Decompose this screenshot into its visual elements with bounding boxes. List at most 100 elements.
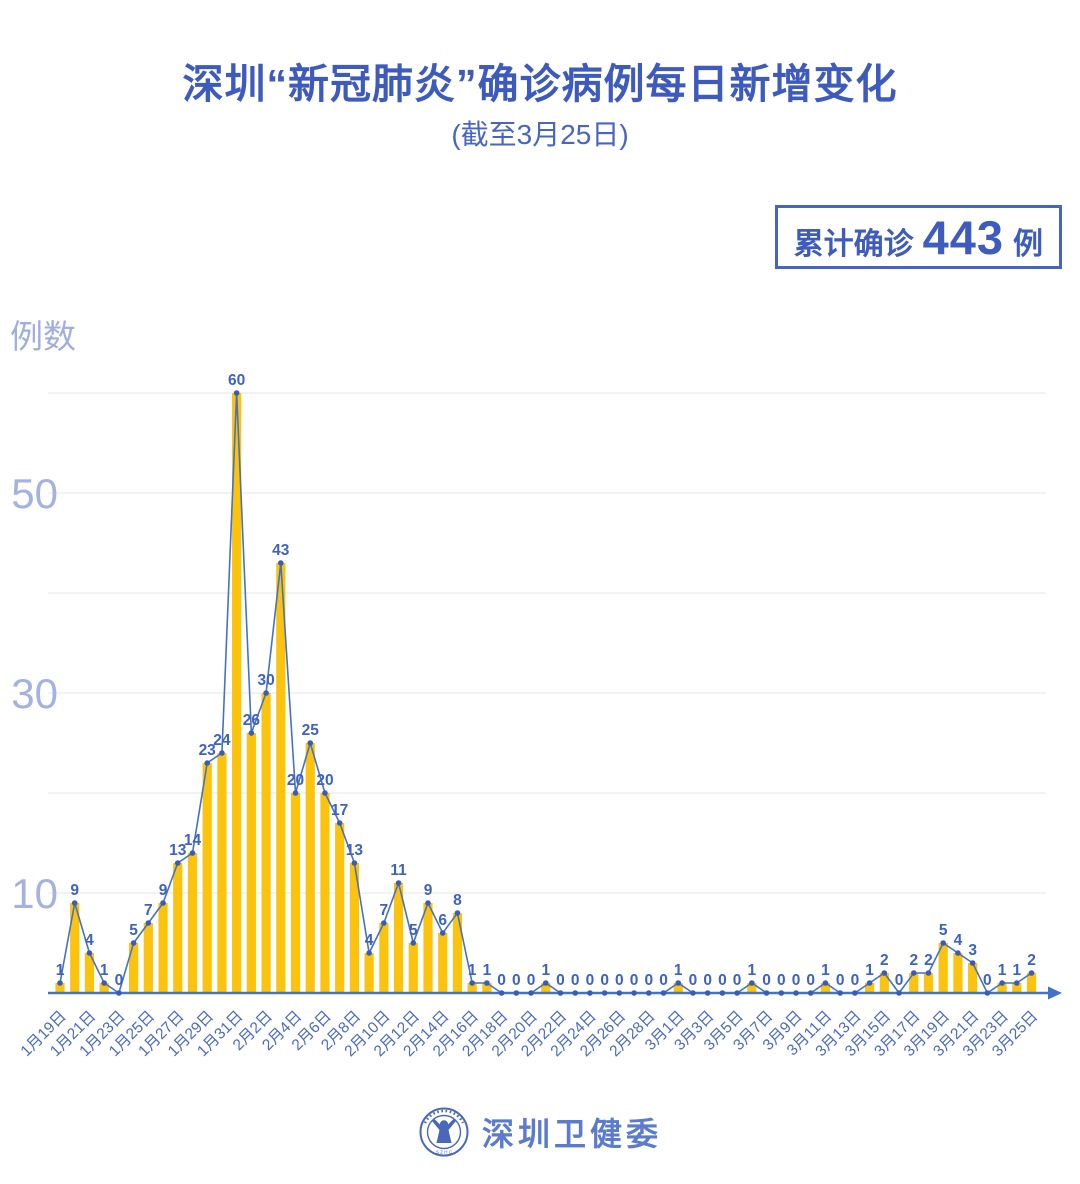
- bar: [673, 983, 683, 993]
- data-point: [557, 990, 564, 996]
- data-point: [704, 990, 711, 996]
- bar: [393, 883, 404, 993]
- data-point: [542, 980, 549, 986]
- data-value-label: 11: [390, 862, 407, 879]
- data-point: [145, 920, 152, 926]
- badge-prefix-label: 累计确诊: [793, 228, 914, 261]
- data-point: [955, 950, 961, 956]
- data-value-label: 17: [331, 802, 348, 819]
- data-point: [484, 980, 490, 986]
- data-value-label: 9: [159, 882, 168, 899]
- data-point: [940, 940, 946, 946]
- data-point: [572, 990, 578, 996]
- data-point: [646, 990, 652, 996]
- data-value-label: 0: [733, 972, 742, 989]
- data-value-label: 7: [144, 902, 153, 919]
- data-point: [366, 950, 372, 956]
- data-value-label: 8: [453, 892, 462, 909]
- data-point: [513, 990, 520, 996]
- data-point: [410, 940, 417, 946]
- data-point: [278, 560, 284, 566]
- data-point: [896, 990, 902, 996]
- data-value-label: 20: [287, 772, 304, 789]
- data-point: [116, 990, 122, 996]
- bar: [305, 743, 315, 993]
- data-value-label: 9: [424, 882, 433, 899]
- data-value-label: 2: [924, 952, 933, 969]
- bar: [187, 853, 198, 993]
- y-tick-label: 50: [11, 470, 58, 517]
- data-point: [660, 990, 667, 996]
- data-value-label: 1: [468, 962, 477, 979]
- footer: S Z H C 深圳卫健委: [0, 1106, 1080, 1158]
- data-point: [248, 730, 255, 736]
- data-point: [837, 990, 843, 996]
- data-value-label: 0: [689, 972, 698, 989]
- data-point: [439, 930, 446, 936]
- data-value-label: 0: [762, 972, 771, 989]
- bar: [1026, 973, 1037, 993]
- data-point: [71, 900, 78, 906]
- data-point: [690, 990, 696, 996]
- data-point: [498, 990, 505, 996]
- data-point: [616, 990, 623, 996]
- badge-total-number: 443: [922, 211, 1004, 264]
- data-value-label: 0: [615, 972, 624, 989]
- data-value-label: 3: [968, 942, 977, 959]
- data-value-label: 0: [497, 972, 506, 989]
- bar: [202, 763, 212, 993]
- data-value-label: 7: [380, 902, 389, 919]
- data-point: [881, 970, 888, 976]
- data-value-label: 0: [644, 972, 653, 989]
- data-value-label: 0: [836, 972, 845, 989]
- data-value-label: 6: [438, 912, 447, 929]
- bar: [968, 963, 978, 993]
- data-point: [233, 390, 240, 396]
- bar: [438, 933, 448, 993]
- bar: [129, 943, 139, 993]
- bar: [70, 903, 80, 993]
- bar: [379, 923, 389, 993]
- logo-outer-ring: [419, 1107, 469, 1157]
- data-value-label: 0: [777, 972, 786, 989]
- data-value-label: 0: [512, 972, 521, 989]
- data-point: [322, 790, 328, 796]
- data-value-label: 20: [316, 772, 333, 789]
- data-value-label: 24: [213, 732, 231, 749]
- data-value-label: 0: [527, 972, 536, 989]
- data-point: [130, 940, 137, 946]
- data-point: [425, 900, 431, 906]
- data-point: [292, 790, 299, 796]
- x-axis-arrow-icon: [1048, 986, 1062, 1000]
- data-value-label: 0: [895, 972, 904, 989]
- data-point: [204, 760, 210, 766]
- data-value-label: 2: [909, 952, 918, 969]
- data-point: [263, 690, 269, 696]
- data-value-label: 5: [129, 922, 138, 939]
- bar: [997, 983, 1007, 993]
- data-value-label: 14: [184, 832, 202, 849]
- data-value-label: 1: [821, 962, 830, 979]
- data-value-label: 0: [586, 972, 595, 989]
- data-point: [528, 990, 534, 996]
- data-value-label: 2: [1027, 952, 1036, 969]
- y-tick-label: 30: [11, 670, 58, 717]
- bar: [879, 973, 889, 993]
- data-value-label: 0: [703, 972, 712, 989]
- data-value-label: 5: [409, 922, 418, 939]
- data-value-label: 0: [718, 972, 727, 989]
- data-point: [469, 980, 475, 986]
- bar: [158, 903, 168, 993]
- logo-ring-text: [423, 1109, 465, 1124]
- data-value-label: 43: [272, 542, 290, 559]
- data-value-label: 1: [998, 962, 1007, 979]
- data-point: [219, 750, 225, 756]
- bar: [261, 693, 271, 993]
- data-value-label: 4: [365, 932, 374, 949]
- data-point: [807, 990, 814, 996]
- data-point: [174, 860, 181, 866]
- data-value-label: 60: [228, 372, 245, 389]
- data-point: [160, 900, 166, 906]
- szhc-logo-icon: S Z H C: [419, 1107, 469, 1157]
